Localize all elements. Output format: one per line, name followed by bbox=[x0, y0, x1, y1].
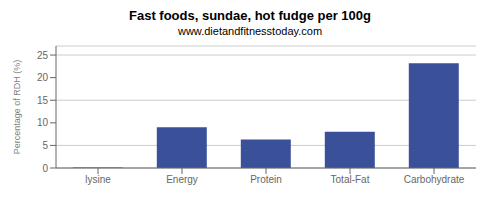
html-text:Fast foods, sundae, hot fudge: Fast foods, sundae, hot fudge per 100g bbox=[129, 8, 371, 23]
svg-text:5: 5 bbox=[42, 140, 48, 151]
svg-text:15: 15 bbox=[37, 95, 49, 106]
svg-text:Percentage of RDH (%): Percentage of RDH (%) bbox=[12, 60, 22, 155]
svg-text:0: 0 bbox=[42, 163, 48, 174]
html-text:www.dietandfitnesstoday.com: www.dietandfitnesstoday.com bbox=[178, 25, 322, 37]
svg-text:Energy: Energy bbox=[166, 174, 198, 185]
svg-text:10: 10 bbox=[37, 117, 49, 128]
svg-text:Protein: Protein bbox=[250, 174, 282, 185]
svg-text:25: 25 bbox=[37, 50, 49, 61]
svg-text:20: 20 bbox=[37, 72, 49, 83]
svg-text:lysine: lysine bbox=[85, 174, 111, 185]
svg-text:Total-Fat: Total-Fat bbox=[331, 174, 370, 185]
svg-text:Carbohydrate: Carbohydrate bbox=[404, 174, 465, 185]
